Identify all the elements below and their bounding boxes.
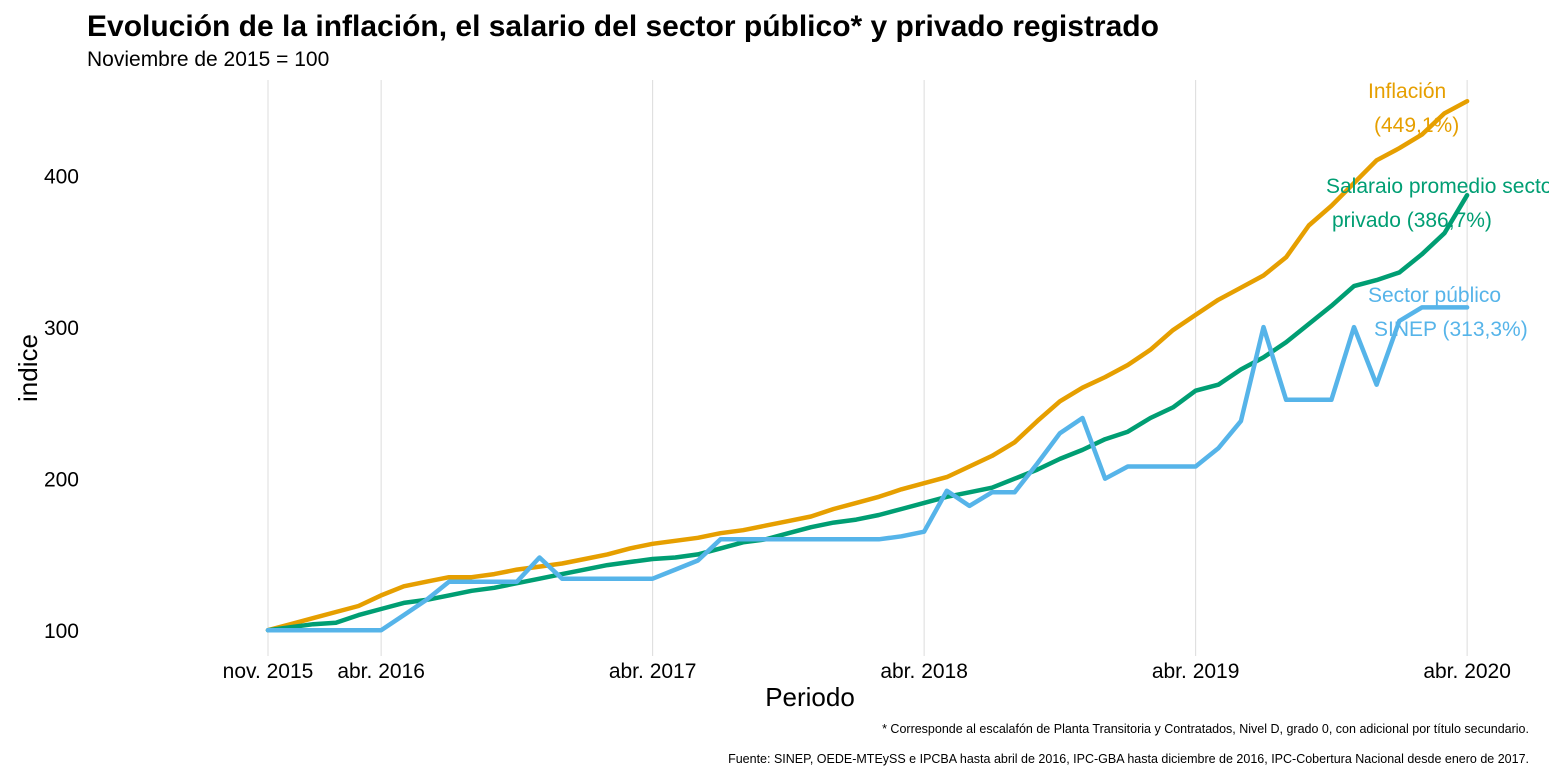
y-tick-label: 400	[44, 165, 79, 188]
series-label-1: privado (386,7%)	[1332, 209, 1492, 232]
chart-title: Evolución de la inflación, el salario de…	[87, 10, 1159, 43]
series-line-0	[265, 98, 1470, 633]
series-label-2: Sector público	[1368, 284, 1501, 307]
footnote-source: Fuente: SINEP, OEDE-MTEySS e IPCBA hasta…	[728, 752, 1529, 766]
y-axis-ticks: 100 200 300 400	[44, 165, 79, 643]
x-tick-label: abr. 2016	[337, 660, 425, 683]
x-tick-label: abr. 2019	[1152, 660, 1240, 683]
x-axis-label: Periodo	[765, 682, 855, 712]
x-tick-label: abr. 2017	[609, 660, 697, 683]
y-tick-label: 100	[44, 620, 79, 643]
series-line-1	[265, 192, 1470, 633]
series-line-2	[265, 305, 1470, 633]
series-label-2: SINEP (313,3%)	[1374, 318, 1528, 341]
y-axis-label: indice	[13, 334, 43, 402]
x-tick-label: nov. 2015	[223, 660, 314, 683]
series-lines	[265, 98, 1470, 633]
series-labels: Inflación (449,1%) Salaraio promedio secto…	[1326, 80, 1549, 341]
y-tick-label: 200	[44, 469, 79, 492]
series-label-0: (449,1%)	[1374, 114, 1459, 137]
y-tick-label: 300	[44, 317, 79, 340]
series-label-0: Inflación	[1368, 80, 1446, 103]
footnote-scale: * Corresponde al escalafón de Planta Tra…	[882, 722, 1529, 736]
x-tick-label: abr. 2018	[880, 660, 968, 683]
x-tick-label: abr. 2020	[1423, 660, 1511, 683]
grid-lines	[267, 80, 1468, 656]
x-axis-ticks: nov. 2015 abr. 2016 abr. 2017 abr. 2018 abr.…	[223, 660, 1511, 683]
series-label-1: Salaraio promedio sector	[1326, 175, 1549, 198]
chart-subtitle: Noviembre de 2015 = 100	[87, 48, 330, 71]
